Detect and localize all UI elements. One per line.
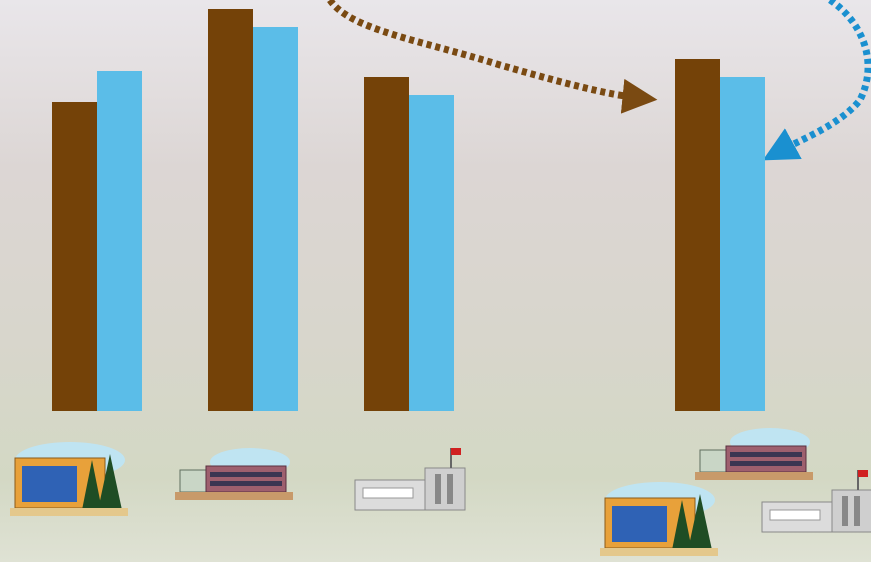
campus-icon <box>174 447 294 501</box>
bar <box>364 77 409 411</box>
bar <box>52 102 97 411</box>
bar <box>253 27 298 411</box>
bar <box>409 95 454 411</box>
school-icon <box>9 441 129 517</box>
bars <box>52 9 765 411</box>
campus-icon <box>694 427 814 481</box>
arrow <box>327 0 658 114</box>
arrow <box>762 0 871 161</box>
bar <box>720 77 765 411</box>
school-icon <box>599 481 719 557</box>
bar <box>208 9 253 411</box>
factory-icon <box>354 447 466 511</box>
bar <box>675 59 720 411</box>
bar <box>97 71 142 411</box>
